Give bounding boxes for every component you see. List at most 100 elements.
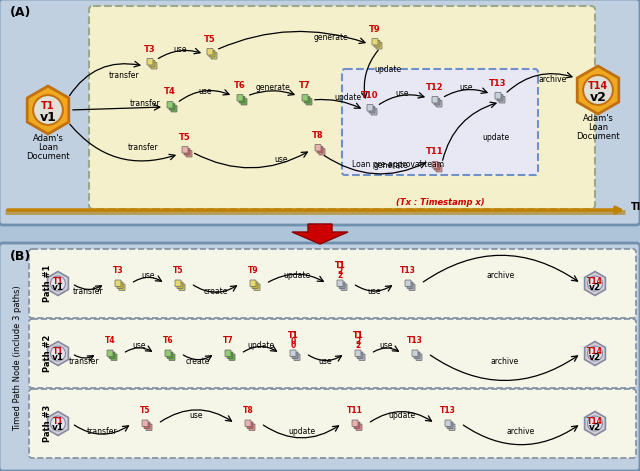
Text: TIME: TIME: [631, 202, 640, 212]
Circle shape: [583, 75, 613, 105]
FancyBboxPatch shape: [436, 100, 442, 107]
FancyBboxPatch shape: [182, 146, 188, 153]
FancyBboxPatch shape: [249, 424, 255, 430]
Circle shape: [588, 416, 602, 431]
FancyBboxPatch shape: [209, 50, 215, 57]
FancyBboxPatch shape: [29, 319, 636, 388]
Text: transfer: transfer: [73, 287, 104, 296]
Text: T14: T14: [587, 347, 603, 356]
FancyBboxPatch shape: [169, 104, 175, 110]
Text: T8: T8: [243, 406, 253, 415]
Text: generate: generate: [313, 32, 348, 41]
Text: (Tx : Timestamp x): (Tx : Timestamp x): [396, 198, 484, 207]
FancyBboxPatch shape: [247, 422, 253, 429]
FancyBboxPatch shape: [229, 354, 235, 360]
FancyBboxPatch shape: [239, 97, 245, 103]
Text: T1: T1: [41, 101, 55, 111]
Text: v1: v1: [52, 283, 64, 292]
Polygon shape: [28, 86, 68, 134]
Circle shape: [588, 276, 602, 291]
Text: (A): (A): [10, 6, 31, 19]
FancyBboxPatch shape: [354, 422, 360, 429]
Text: Path #2: Path #2: [44, 335, 52, 372]
Text: T1: T1: [52, 417, 63, 426]
Text: T10: T10: [361, 90, 379, 99]
Text: T4: T4: [105, 336, 115, 345]
FancyBboxPatch shape: [107, 350, 113, 357]
FancyBboxPatch shape: [29, 389, 636, 458]
FancyBboxPatch shape: [179, 284, 185, 291]
Text: T1: T1: [52, 277, 63, 286]
FancyBboxPatch shape: [89, 6, 595, 209]
FancyBboxPatch shape: [165, 350, 171, 357]
FancyBboxPatch shape: [337, 280, 343, 286]
FancyBboxPatch shape: [414, 352, 420, 358]
Polygon shape: [584, 341, 605, 365]
FancyBboxPatch shape: [142, 420, 148, 427]
FancyBboxPatch shape: [241, 98, 247, 105]
Text: (B): (B): [10, 250, 31, 263]
FancyBboxPatch shape: [294, 354, 300, 360]
FancyBboxPatch shape: [237, 95, 243, 101]
FancyBboxPatch shape: [0, 0, 640, 225]
Text: T6: T6: [163, 336, 173, 345]
Text: T11: T11: [347, 406, 363, 415]
Text: T1: T1: [288, 332, 298, 341]
Circle shape: [51, 346, 65, 361]
FancyBboxPatch shape: [497, 95, 503, 101]
FancyBboxPatch shape: [29, 249, 636, 318]
FancyBboxPatch shape: [432, 162, 438, 168]
FancyBboxPatch shape: [0, 243, 640, 471]
FancyBboxPatch shape: [115, 280, 121, 286]
Text: T13: T13: [489, 79, 507, 88]
Text: use: use: [380, 341, 393, 350]
Text: T1
0: T1 0: [288, 331, 298, 350]
Circle shape: [51, 416, 65, 431]
FancyBboxPatch shape: [151, 63, 157, 69]
Text: 2: 2: [337, 268, 342, 276]
FancyBboxPatch shape: [250, 280, 256, 286]
Text: T3: T3: [144, 44, 156, 54]
Text: T9: T9: [369, 24, 381, 33]
Polygon shape: [584, 412, 605, 436]
FancyBboxPatch shape: [146, 424, 152, 430]
FancyBboxPatch shape: [416, 354, 422, 360]
Circle shape: [33, 95, 63, 125]
FancyBboxPatch shape: [356, 424, 362, 430]
Circle shape: [588, 346, 602, 361]
FancyBboxPatch shape: [341, 284, 347, 291]
FancyBboxPatch shape: [304, 97, 310, 103]
FancyBboxPatch shape: [252, 282, 258, 289]
FancyBboxPatch shape: [315, 145, 321, 151]
Text: v1: v1: [52, 422, 64, 431]
Text: T14: T14: [587, 417, 603, 426]
FancyBboxPatch shape: [111, 354, 117, 360]
FancyBboxPatch shape: [434, 98, 440, 105]
Text: T1
2: T1 2: [353, 331, 364, 350]
Text: use: use: [319, 357, 332, 366]
Text: update: update: [288, 427, 315, 436]
FancyBboxPatch shape: [412, 350, 418, 357]
Text: T1: T1: [52, 347, 63, 356]
FancyBboxPatch shape: [436, 165, 442, 172]
FancyBboxPatch shape: [409, 284, 415, 291]
Text: T5: T5: [173, 266, 183, 275]
Text: update: update: [483, 133, 509, 142]
Text: 2: 2: [355, 338, 360, 347]
Text: T9: T9: [248, 266, 259, 275]
Text: use: use: [132, 341, 146, 350]
FancyBboxPatch shape: [357, 352, 363, 358]
FancyBboxPatch shape: [447, 422, 453, 429]
Polygon shape: [47, 271, 68, 295]
Text: v2: v2: [589, 353, 601, 362]
Text: T5: T5: [204, 34, 216, 43]
Text: T13: T13: [400, 266, 416, 275]
Text: use: use: [275, 154, 288, 163]
FancyBboxPatch shape: [432, 97, 438, 103]
Text: archive: archive: [487, 271, 515, 280]
FancyBboxPatch shape: [449, 424, 455, 430]
Text: T13: T13: [440, 406, 456, 415]
Text: use: use: [460, 83, 473, 92]
Text: transfer: transfer: [69, 357, 100, 366]
FancyBboxPatch shape: [434, 163, 440, 170]
